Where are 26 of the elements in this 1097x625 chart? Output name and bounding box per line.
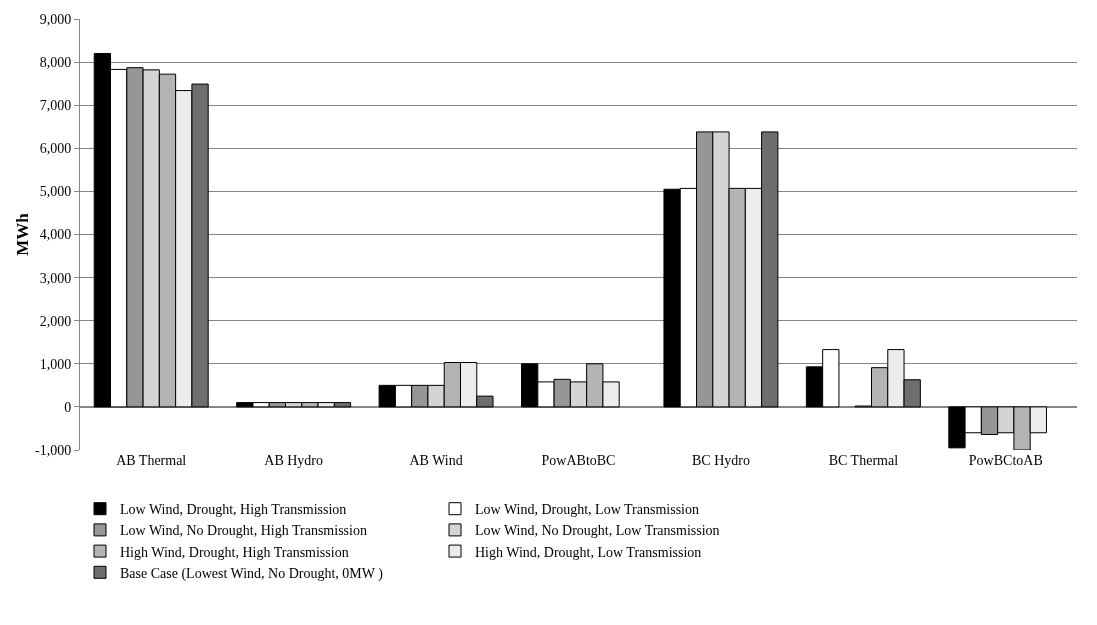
x-tick-label: PowBCtoAB — [968, 453, 1043, 468]
y-axis-title: MWh — [12, 212, 32, 256]
y-tick-label: 3,000 — [39, 270, 72, 286]
legend-label: High Wind, Drought, Low Transmission — [475, 544, 702, 560]
legend-label: Low Wind, No Drought, High Transmission — [120, 523, 367, 539]
legend-label: Low Wind, No Drought, Low Transmission — [475, 523, 720, 539]
legend-label: Low Wind, Drought, Low Transmission — [475, 502, 699, 518]
legend-label: Base Case (Lowest Wind, No Drought, 0MW ) — [120, 565, 384, 582]
x-tick-label: BC Hydro — [691, 453, 750, 468]
x-tick-label: BC Thermal — [828, 453, 899, 468]
y-tick-label: 6,000 — [39, 141, 72, 157]
x-tick-label: AB Wind — [409, 453, 463, 468]
x-tick-label: AB Thermal — [116, 453, 187, 468]
legend-label: High Wind, Drought, High Transmission — [120, 544, 349, 560]
y-tick-label: 1,000 — [39, 356, 72, 372]
x-tick-label: AB Hydro — [264, 453, 324, 468]
y-tick-label: 2,000 — [39, 313, 72, 329]
y-tick-label: 0 — [64, 399, 72, 415]
y-tick-label: 7,000 — [39, 98, 72, 114]
y-tick-label: 8,000 — [39, 55, 72, 70]
y-tick-label: 5,000 — [39, 184, 72, 200]
x-tick-label: PowABtoBC — [541, 453, 616, 468]
y-tick-label: 4,000 — [39, 227, 72, 243]
legend-label: Low Wind, Drought, High Transmission — [120, 502, 347, 518]
y-tick-label: 9,000 — [39, 11, 72, 27]
y-tick-label: -1,000 — [35, 442, 72, 458]
